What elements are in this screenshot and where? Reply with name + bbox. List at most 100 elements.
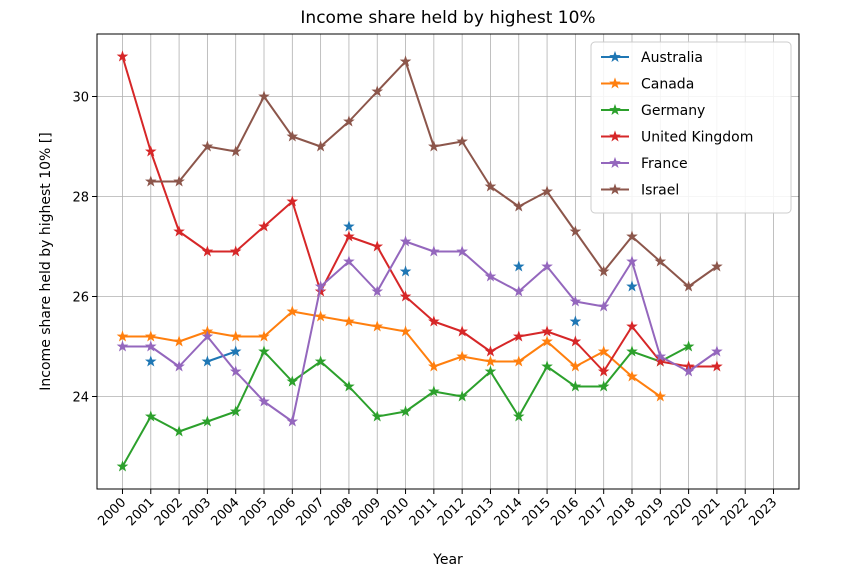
data-point-germany bbox=[201, 415, 214, 427]
data-point-australia bbox=[229, 345, 242, 357]
data-point-israel bbox=[399, 55, 412, 67]
data-point-france bbox=[116, 340, 129, 352]
data-point-germany bbox=[626, 345, 638, 357]
data-point-france bbox=[512, 285, 525, 297]
data-point-canada bbox=[343, 315, 355, 327]
data-point-united-kingdom bbox=[371, 240, 384, 252]
data-point-canada bbox=[314, 310, 327, 322]
data-point-france bbox=[711, 345, 723, 357]
data-point-united-kingdom bbox=[428, 315, 440, 327]
series-line-canada bbox=[122, 310, 661, 398]
data-point-australia bbox=[569, 315, 582, 327]
legend-swatch-marker bbox=[609, 50, 621, 62]
data-point-france bbox=[173, 360, 185, 372]
data-point-canada bbox=[428, 360, 440, 372]
legend-box bbox=[590, 41, 792, 214]
data-point-canada bbox=[484, 355, 497, 367]
data-point-israel bbox=[626, 230, 638, 242]
legend-swatch-marker bbox=[609, 156, 621, 168]
data-point-germany bbox=[229, 405, 242, 417]
data-point-united-kingdom bbox=[597, 365, 610, 377]
legend-swatch-marker bbox=[609, 77, 621, 89]
data-point-france bbox=[597, 300, 610, 312]
data-point-france bbox=[569, 295, 582, 307]
data-point-united-kingdom bbox=[173, 225, 185, 237]
legend-label: Australia bbox=[641, 50, 703, 66]
data-point-canada bbox=[399, 325, 412, 337]
data-point-france bbox=[343, 255, 355, 267]
data-point-israel bbox=[597, 265, 610, 277]
data-point-australia bbox=[512, 260, 525, 272]
y-axis: 24 26 28 30 bbox=[72, 91, 97, 406]
data-point-australia bbox=[201, 355, 214, 367]
data-point-france bbox=[456, 245, 468, 257]
data-point-israel bbox=[654, 255, 667, 267]
chart-title: Income share held by highest 10% bbox=[300, 8, 595, 28]
data-point-canada bbox=[654, 390, 667, 402]
data-point-canada bbox=[116, 330, 129, 342]
data-point-australia bbox=[399, 265, 412, 277]
data-point-germany bbox=[569, 380, 582, 392]
data-point-israel bbox=[541, 185, 553, 197]
data-point-israel bbox=[201, 140, 214, 152]
data-point-united-kingdom bbox=[286, 195, 299, 207]
y-tick-label: 30 bbox=[72, 91, 89, 106]
legend-label: Canada bbox=[641, 77, 694, 93]
legend-item-united-kingdom: United Kingdom bbox=[601, 130, 753, 146]
series-united-kingdom bbox=[116, 50, 723, 377]
data-point-germany bbox=[258, 345, 270, 357]
data-point-united-kingdom bbox=[626, 320, 638, 332]
data-point-germany bbox=[116, 460, 129, 472]
data-point-australia bbox=[144, 355, 157, 367]
data-point-germany bbox=[173, 425, 185, 437]
data-point-canada bbox=[144, 330, 157, 342]
data-point-united-kingdom bbox=[569, 335, 582, 347]
y-axis-label: Income share held by highest 10% [] bbox=[38, 132, 54, 390]
data-point-israel bbox=[229, 145, 242, 157]
data-point-united-kingdom bbox=[201, 245, 214, 257]
data-point-canada bbox=[512, 355, 525, 367]
data-point-germany bbox=[541, 360, 553, 372]
data-point-united-kingdom bbox=[711, 360, 723, 372]
x-axis-label: Year bbox=[432, 552, 463, 568]
data-point-france bbox=[144, 340, 157, 352]
data-point-israel bbox=[258, 90, 270, 102]
y-tick-label: 26 bbox=[72, 291, 89, 306]
data-point-germany bbox=[399, 405, 412, 417]
data-point-canada bbox=[286, 305, 299, 317]
data-point-united-kingdom bbox=[456, 325, 468, 337]
data-point-germany bbox=[512, 410, 525, 422]
data-point-israel bbox=[144, 175, 157, 187]
series-france bbox=[116, 235, 723, 427]
data-point-united-kingdom bbox=[512, 330, 525, 342]
data-point-canada bbox=[371, 320, 384, 332]
data-point-united-kingdom bbox=[116, 50, 129, 62]
data-point-israel bbox=[512, 200, 525, 212]
legend-item-france: France bbox=[601, 156, 688, 172]
data-point-france bbox=[428, 245, 440, 257]
plot-frame bbox=[96, 33, 800, 490]
series-israel bbox=[144, 55, 723, 292]
data-point-france bbox=[654, 350, 667, 362]
data-point-germany bbox=[484, 365, 497, 377]
data-point-israel bbox=[173, 175, 185, 187]
legend-label: France bbox=[641, 156, 688, 172]
data-point-germany bbox=[314, 355, 327, 367]
data-point-france bbox=[258, 395, 270, 407]
data-point-france bbox=[229, 365, 242, 377]
data-point-germany bbox=[456, 390, 468, 402]
data-point-israel bbox=[428, 140, 440, 152]
data-point-israel bbox=[569, 225, 582, 237]
series-line-france bbox=[122, 240, 718, 423]
legend-swatch-marker bbox=[609, 183, 621, 195]
data-point-germany bbox=[597, 380, 610, 392]
series-layer bbox=[116, 50, 723, 472]
series-line-united-kingdom bbox=[121, 56, 717, 373]
data-point-united-kingdom bbox=[484, 345, 497, 357]
data-point-united-kingdom bbox=[258, 220, 270, 232]
legend: Australia Canada Germany United Kingdom Fran… bbox=[590, 41, 792, 214]
data-point-israel bbox=[456, 135, 468, 147]
series-canada bbox=[116, 305, 667, 402]
data-point-france bbox=[541, 260, 553, 272]
